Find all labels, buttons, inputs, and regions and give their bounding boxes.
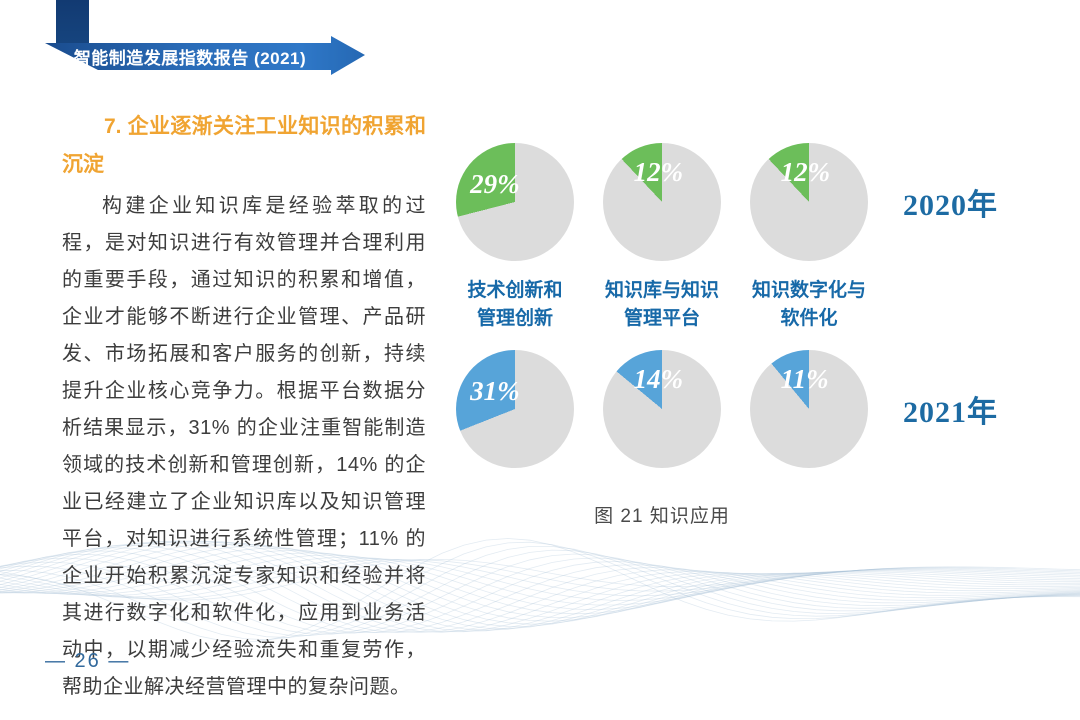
pie-percent-label: 31% <box>470 375 520 406</box>
pie-2020-knowledge-base: 12% <box>603 143 721 261</box>
section-body-text: 构建企业知识库是经验萃取的过程，是对知识进行有效管理并合理利用的重要手段，通过知… <box>62 195 426 698</box>
pie-row-2021: 31% 14% 11% 2021年 <box>456 350 1057 468</box>
category-label-row: 技术创新和 管理创新 知识库与知识 管理平台 知识数字化与 软件化 <box>456 261 1057 333</box>
page-number: — 26 — <box>45 650 131 672</box>
text-column: 7. 企业逐渐关注工业知识的积累和沉淀 构建企业知识库是经验萃取的过程，是对知识… <box>62 108 426 706</box>
pie-row-2020: 29% 12% 12% 2020年 <box>456 143 1057 261</box>
header-ribbon-fold <box>56 0 89 47</box>
pie-2020-digitization: 12% <box>750 143 868 261</box>
pie-2021-knowledge-base: 14% <box>603 350 721 468</box>
pie-2021-digitization: 11% <box>750 350 868 468</box>
category-label-tech-innovation: 技术创新和 管理创新 <box>467 280 563 329</box>
figure-21-chart-area: 29% 12% 12% 2020年 技术创新和 管理创新 知识库与知识 管理平台… <box>456 143 1057 528</box>
figure-caption: 图 21 知识应用 <box>594 506 730 527</box>
pie-percent-label: 29% <box>470 168 520 199</box>
pie-2021-tech-innovation: 31% <box>456 350 574 468</box>
section-heading: 7. 企业逐渐关注工业知识的积累和沉淀 <box>62 115 426 176</box>
year-label-2021: 2021年 <box>903 396 998 429</box>
pie-percent-label: 12% <box>780 157 831 188</box>
category-label-digitization: 知识数字化与 软件化 <box>751 280 866 329</box>
year-label-2020: 2020年 <box>903 189 998 222</box>
figure-caption-row: 图 21 知识应用 <box>456 501 868 528</box>
pie-percent-label: 11% <box>780 364 829 395</box>
category-label-knowledge-base: 知识库与知识 管理平台 <box>604 280 719 329</box>
report-title: 智能制造发展指数报告 (2021) <box>73 48 307 68</box>
pie-percent-label: 12% <box>633 157 684 188</box>
pie-percent-label: 14% <box>633 364 684 395</box>
pie-2020-tech-innovation: 29% <box>456 143 574 261</box>
